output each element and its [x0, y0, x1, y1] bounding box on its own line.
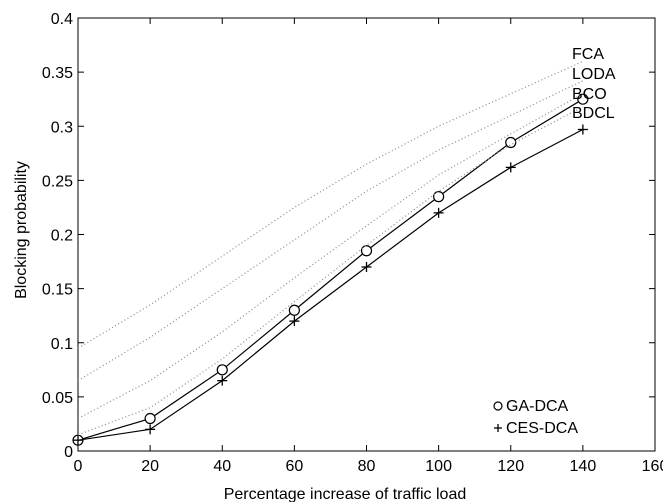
plot-frame	[78, 18, 655, 451]
series-layer	[73, 61, 588, 445]
series-line-loda	[78, 81, 583, 381]
y-tick-label: 0.1	[51, 336, 73, 353]
series-line-ga-dca	[78, 99, 583, 440]
point-ces-dca	[506, 162, 516, 172]
point-ces-dca	[362, 262, 372, 272]
y-tick-label: 0.3	[51, 119, 73, 136]
series-line-bdcl	[78, 107, 583, 435]
x-axis-label: Percentage increase of traffic load	[224, 486, 467, 502]
x-tick-label: 120	[497, 458, 524, 475]
legend-label-ga-dca: GA-DCA	[506, 398, 569, 415]
legend-label-ces-dca: CES-DCA	[506, 420, 578, 437]
point-ga-dca	[217, 365, 227, 375]
point-ga-dca	[362, 246, 372, 256]
curve-labels: FCA LODA BCO BDCL	[572, 46, 616, 122]
x-tick-label: 20	[141, 458, 159, 475]
series-line-fca	[78, 61, 583, 348]
x-tick-label: 140	[570, 458, 597, 475]
y-tick-label: 0.4	[51, 11, 73, 28]
legend-marker-plus	[494, 424, 502, 432]
x-tick-label: 0	[74, 458, 83, 475]
point-ces-dca	[434, 208, 444, 218]
x-tick-label: 160	[642, 458, 663, 475]
point-ga-dca	[434, 192, 444, 202]
x-tick-label: 40	[213, 458, 231, 475]
y-axis-label: Blocking probability	[13, 161, 30, 299]
x-tick-label: 80	[358, 458, 376, 475]
curve-label-fca: FCA	[572, 46, 604, 63]
legend: GA-DCA CES-DCA	[494, 398, 578, 437]
x-tick-label: 100	[425, 458, 452, 475]
curve-label-bco: BCO	[572, 86, 607, 103]
y-tick-label: 0.15	[42, 282, 73, 299]
y-tick-label: 0.05	[42, 390, 73, 407]
point-ga-dca	[145, 414, 155, 424]
x-tick-label: 60	[285, 458, 303, 475]
curve-label-bdcl: BDCL	[572, 105, 615, 122]
legend-marker-circle	[494, 402, 502, 410]
axes: 0 20 40 60 80 100 120 140 160 0 0.05 0.1 0.15 0.2 0.25…	[42, 11, 663, 475]
point-ga-dca	[289, 305, 299, 315]
y-tick-label: 0.2	[51, 228, 73, 245]
point-ga-dca	[506, 137, 516, 147]
point-ces-dca	[145, 424, 155, 434]
y-tick-label: 0.35	[42, 65, 73, 82]
series-line-ces-dca	[78, 129, 583, 440]
y-tick-label: 0	[64, 444, 73, 461]
curve-label-loda: LODA	[572, 66, 616, 83]
y-tick-label: 0.25	[42, 173, 73, 190]
point-ces-dca	[578, 124, 588, 134]
